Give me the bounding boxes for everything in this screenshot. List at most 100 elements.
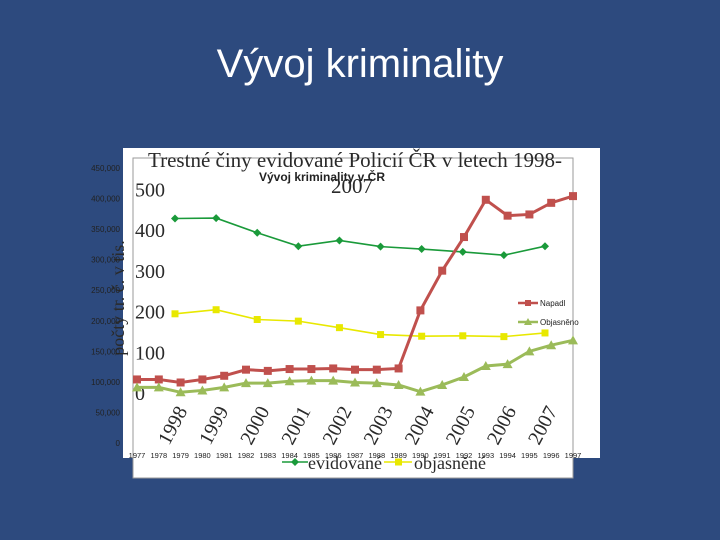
point-objasneno — [197, 385, 208, 395]
old-point-objasnene — [377, 331, 385, 339]
y-tick-label: 150,000 — [91, 347, 120, 356]
old-point-objasnene — [541, 329, 549, 337]
point-napadl — [481, 195, 490, 204]
point-objasneno — [241, 378, 251, 388]
y-tick-label: 0 — [116, 439, 121, 448]
point-napadl — [569, 192, 577, 201]
point-napadl — [133, 375, 141, 384]
x-tick-label: 1990 — [412, 451, 429, 460]
x-tick-label: 1986 — [325, 451, 342, 460]
old-point-evidovane — [376, 242, 385, 251]
old-point-evidovane — [417, 245, 426, 254]
old-y-tick-label: 300 — [135, 261, 165, 283]
point-napadl — [198, 375, 207, 384]
old-legend-label-objasnene: objasněné — [414, 453, 486, 473]
point-napadl — [176, 378, 185, 387]
y-tick-label: 100,000 — [91, 378, 120, 387]
legend-label-napadl: Napadl — [540, 299, 566, 308]
old-y-tick-label: 0 — [135, 383, 145, 405]
point-objasneno — [524, 346, 535, 356]
old-point-evidovane — [294, 242, 303, 251]
old-point-objasnene — [418, 332, 426, 340]
new-chart-title: Vývoj kriminality v ČR — [259, 169, 385, 184]
x-tick-label: 1995 — [521, 451, 538, 460]
legend: Napadl Objasněno — [518, 299, 579, 327]
old-point-objasnene — [171, 310, 179, 318]
x-tick-label: 1989 — [390, 451, 407, 460]
old-legend: evidované objasněné — [282, 453, 486, 473]
legend-marker-objasneno — [524, 318, 532, 325]
x-tick-label: 1977 — [129, 451, 146, 460]
x-tick-label: 1996 — [543, 451, 560, 460]
old-point-objasnene — [212, 306, 220, 314]
old-y-tick-label: 200 — [135, 302, 165, 324]
x-tick-label: 1994 — [499, 451, 516, 460]
point-objasneno — [219, 382, 230, 392]
point-objasneno — [262, 378, 273, 388]
point-napadl — [242, 365, 250, 374]
old-y-tick-label: 400 — [135, 220, 165, 242]
point-napadl — [372, 365, 381, 374]
x-tick-label: 1991 — [434, 451, 451, 460]
point-napadl — [503, 211, 512, 220]
x-tick-label: 1979 — [172, 451, 189, 460]
point-objasneno — [371, 378, 382, 388]
point-objasneno — [437, 379, 448, 389]
x-tick-label: 1988 — [368, 451, 385, 460]
point-objasneno — [459, 372, 469, 381]
old-y-axis-label: počty tr. č. v tis. — [108, 240, 128, 356]
old-legend-marker-objasnene — [395, 458, 402, 466]
point-objasneno — [350, 377, 360, 387]
point-objasneno — [132, 382, 142, 392]
point-napadl — [460, 233, 468, 242]
x-tick-label: 1985 — [303, 451, 320, 460]
old-point-evidovane — [458, 247, 467, 256]
point-objasneno — [415, 386, 426, 396]
x-tick-label: 1981 — [216, 451, 233, 460]
y-tick-label: 350,000 — [91, 225, 120, 234]
y-tick-label: 300,000 — [91, 256, 120, 265]
point-napadl — [394, 364, 403, 373]
y-tick-label: 450,000 — [91, 164, 120, 173]
point-napadl — [220, 371, 229, 380]
point-napadl — [547, 198, 556, 207]
x-tick-label: 1980 — [194, 451, 211, 460]
point-objasneno — [502, 359, 513, 369]
point-objasneno — [306, 375, 317, 385]
old-legend-marker-evidovane — [291, 458, 299, 466]
x-tick-label: 1984 — [281, 451, 298, 460]
x-tick-label: 1997 — [565, 451, 582, 460]
point-objasneno — [328, 375, 339, 385]
old-point-objasnene — [253, 316, 261, 324]
old-point-evidovane — [212, 214, 221, 223]
old-point-objasnene — [500, 333, 508, 341]
old-y-tick-label: 500 — [135, 179, 165, 201]
y-tick-label: 50,000 — [96, 408, 121, 417]
x-tick-label: 1982 — [238, 451, 255, 460]
x-tick-label: 1993 — [477, 451, 494, 460]
point-objasneno — [284, 376, 295, 386]
x-tick-label: 1983 — [259, 451, 276, 460]
point-objasneno — [153, 382, 164, 392]
point-objasneno — [546, 340, 557, 350]
point-objasneno — [393, 379, 404, 389]
old-point-objasnene — [294, 317, 302, 325]
point-napadl — [329, 364, 338, 373]
new-chart: 0 50,000 100,000 150,000 200,000 250,000 300,0… — [91, 164, 581, 460]
old-series-line-evidovane — [174, 217, 546, 256]
point-objasneno — [480, 361, 491, 370]
point-napadl — [285, 365, 294, 374]
y-tick-label: 400,000 — [91, 195, 120, 204]
legend-label-objasneno: Objasněno — [540, 318, 579, 327]
old-chart-title-line2: 2007 — [331, 174, 373, 198]
point-napadl — [351, 365, 359, 374]
x-tick-label: 1978 — [150, 451, 167, 460]
old-chart-title-line1: Trestné činy evidované Policií ČR v lete… — [148, 148, 562, 172]
point-napadl — [525, 210, 534, 219]
legend-marker-napadl — [525, 300, 531, 306]
point-objasneno — [568, 335, 578, 345]
old-point-evidovane — [253, 228, 262, 237]
y-tick-label: 250,000 — [91, 286, 120, 295]
old-point-objasnene — [335, 324, 343, 332]
